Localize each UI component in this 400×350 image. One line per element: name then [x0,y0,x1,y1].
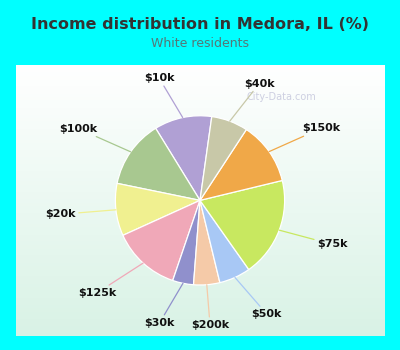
Text: $150k: $150k [269,124,340,152]
Wedge shape [173,200,200,285]
Wedge shape [200,130,282,200]
Wedge shape [115,183,200,235]
Text: $125k: $125k [78,263,143,298]
Text: $100k: $100k [60,124,131,152]
Text: $50k: $50k [235,278,282,319]
Wedge shape [200,117,246,200]
Wedge shape [117,128,200,200]
Text: $75k: $75k [279,230,347,249]
Wedge shape [156,116,212,200]
Text: $200k: $200k [191,285,229,330]
Wedge shape [200,200,249,283]
Text: $30k: $30k [144,283,183,328]
Text: Income distribution in Medora, IL (%): Income distribution in Medora, IL (%) [31,17,369,32]
Text: $10k: $10k [144,73,183,118]
Wedge shape [200,181,285,270]
Text: White residents: White residents [151,37,249,50]
Text: $20k: $20k [46,209,116,219]
Text: $40k: $40k [230,79,274,121]
Wedge shape [123,200,200,280]
Text: City-Data.com: City-Data.com [246,92,316,102]
Wedge shape [194,200,220,285]
